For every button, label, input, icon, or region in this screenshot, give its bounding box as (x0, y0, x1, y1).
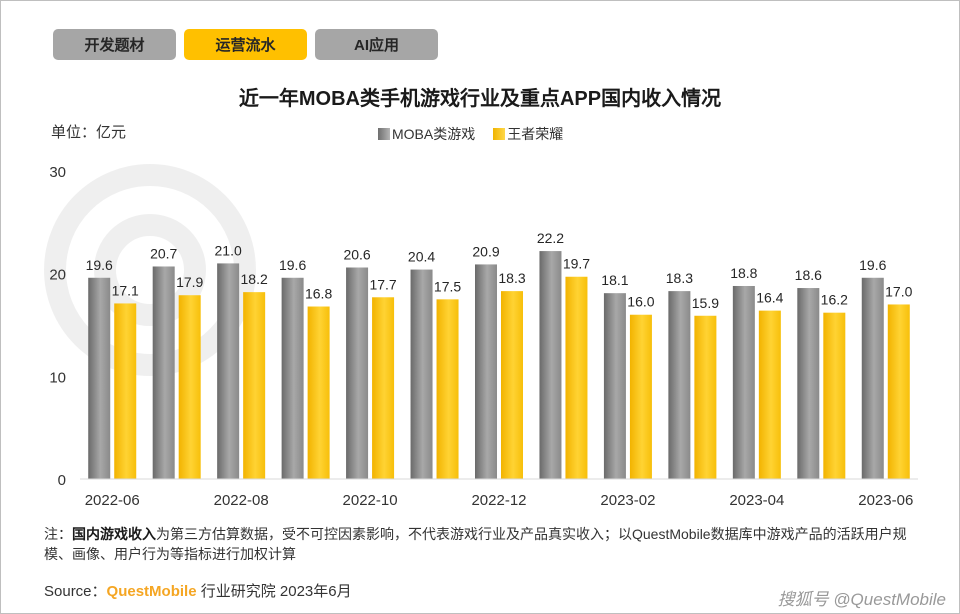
bar-moba (88, 277, 111, 479)
footnote-text: 为第三方估算数据，受不可控因素影响，不代表游戏行业及产品真实收入；以QuestM… (44, 526, 907, 562)
source-prefix: Source： (44, 583, 107, 600)
legend-label-moba: MOBA类游戏 (392, 126, 476, 142)
bar-moba (797, 288, 820, 479)
bar-moba (475, 264, 497, 479)
bar-moba-label: 20.7 (150, 245, 177, 261)
x-tick-label: 2023-04 (729, 492, 784, 509)
x-tick-label: 2022-10 (343, 492, 398, 509)
bar-moba (410, 269, 433, 479)
bar-honor-of-kings (436, 299, 459, 479)
bar-moba (861, 277, 884, 479)
source-suffix: 行业研究院 2023年6月 (196, 583, 352, 600)
bar-honor-of-kings-label: 19.7 (563, 256, 590, 272)
bar-honor-of-kings-label: 16.4 (756, 290, 783, 306)
chart-watermark (44, 164, 256, 376)
x-tick-label: 2022-06 (85, 492, 140, 509)
bar-honor-of-kings (114, 303, 137, 479)
legend-item-moba: MOBA类游戏 (378, 124, 475, 144)
bar-honor-of-kings-label: 17.7 (369, 276, 396, 292)
bar-moba (217, 263, 240, 479)
legend-swatch-honor-of-kings (493, 128, 506, 140)
bar-honor-of-kings-label: 17.0 (885, 283, 912, 299)
x-tick-label: 2023-02 (600, 492, 655, 509)
source-line: Source：QuestMobile 行业研究院 2023年6月 (44, 580, 352, 601)
tab-development-theme[interactable]: 开发题材 (53, 29, 176, 60)
bar-moba-label: 22.2 (537, 230, 564, 246)
bar-moba-label: 19.6 (859, 257, 886, 273)
bar-honor-of-kings (694, 315, 717, 479)
footnote-prefix: 注： (44, 526, 72, 542)
bar-honor-of-kings (307, 306, 330, 479)
bar-honor-of-kings-label: 17.1 (112, 282, 139, 298)
tab-bar: 开发题材 运营流水 AI应用 (53, 29, 438, 60)
bar-moba-label: 20.9 (472, 243, 499, 259)
bar-honor-of-kings (823, 312, 846, 479)
bar-honor-of-kings-label: 16.2 (821, 292, 848, 308)
bar-moba-label: 20.4 (408, 249, 435, 265)
bottom-watermark: 搜狐号 @QuestMobile (777, 590, 946, 609)
bar-honor-of-kings-label: 18.2 (241, 271, 268, 287)
x-axis: 2022-06 2022-08 2022-10 2022-12 2023-02 2023-… (80, 478, 918, 509)
bar-honor-of-kings-label: 17.5 (434, 278, 461, 294)
footnote-bold-term: 国内游戏收入 (72, 526, 156, 542)
bar-honor-of-kings-label: 18.3 (498, 270, 525, 286)
bar-moba-label: 19.6 (279, 257, 306, 273)
bar-moba-label: 18.3 (666, 270, 693, 286)
footnote: 注：国内游戏收入为第三方估算数据，受不可控因素影响，不代表游戏行业及产品真实收入… (44, 524, 924, 564)
bar-moba (539, 251, 562, 479)
legend-swatch-moba (378, 128, 390, 140)
bar-honor-of-kings (372, 297, 395, 479)
chart-legend: MOBA类游戏 王者荣耀 (378, 124, 563, 144)
unit-label: 单位：亿元 (51, 124, 127, 141)
y-tick-label: 10 (49, 369, 66, 386)
bar-moba-label: 20.6 (343, 247, 370, 263)
bar-honor-of-kings-label: 17.9 (176, 274, 203, 290)
bar-honor-of-kings (629, 314, 652, 479)
y-axis: 0 10 20 30 (49, 164, 66, 489)
legend-label-honor-of-kings: 王者荣耀 (507, 126, 564, 142)
tab-operation-revenue[interactable]: 运营流水 (184, 29, 307, 60)
y-tick-label: 30 (49, 164, 66, 181)
bar-honor-of-kings (887, 304, 910, 479)
x-tick-label: 2023-06 (858, 492, 913, 509)
bar-honor-of-kings (758, 310, 781, 479)
bar-honor-of-kings (243, 292, 266, 479)
bar-moba-label: 19.6 (86, 257, 113, 273)
bar-honor-of-kings-label: 15.9 (692, 295, 719, 311)
x-tick-label: 2022-08 (214, 492, 269, 509)
legend-item-honor-of-kings: 王者荣耀 (493, 124, 563, 144)
x-tick-label: 2022-12 (471, 492, 526, 509)
bar-moba (603, 293, 626, 479)
bar-honor-of-kings (565, 276, 588, 479)
bar-honor-of-kings (501, 291, 523, 479)
bar-moba-label: 18.6 (795, 267, 822, 283)
tab-ai-application[interactable]: AI应用 (315, 29, 438, 60)
bar-honor-of-kings-label: 16.0 (627, 294, 654, 310)
bar-moba (152, 266, 175, 479)
bar-honor-of-kings (178, 295, 201, 479)
bar-moba (281, 277, 304, 479)
bar-moba-label: 21.0 (215, 242, 242, 258)
bar-honor-of-kings-label: 16.8 (305, 286, 332, 302)
bar-moba (668, 291, 691, 479)
bar-moba-label: 18.8 (730, 265, 757, 281)
y-tick-label: 0 (58, 472, 66, 489)
bars-group: 19.6 17.1 20.7 17.9 21.0 18.2 19.6 16.8 20.6 17.7… (86, 230, 913, 479)
bar-moba (346, 267, 369, 479)
bar-moba-label: 18.1 (601, 272, 628, 288)
bar-moba (732, 285, 755, 479)
chart-title: 近一年MOBA类手机游戏行业及重点APP国内收入情况 (238, 88, 722, 110)
y-tick-label: 20 (49, 267, 66, 284)
source-brand: QuestMobile (106, 583, 197, 600)
